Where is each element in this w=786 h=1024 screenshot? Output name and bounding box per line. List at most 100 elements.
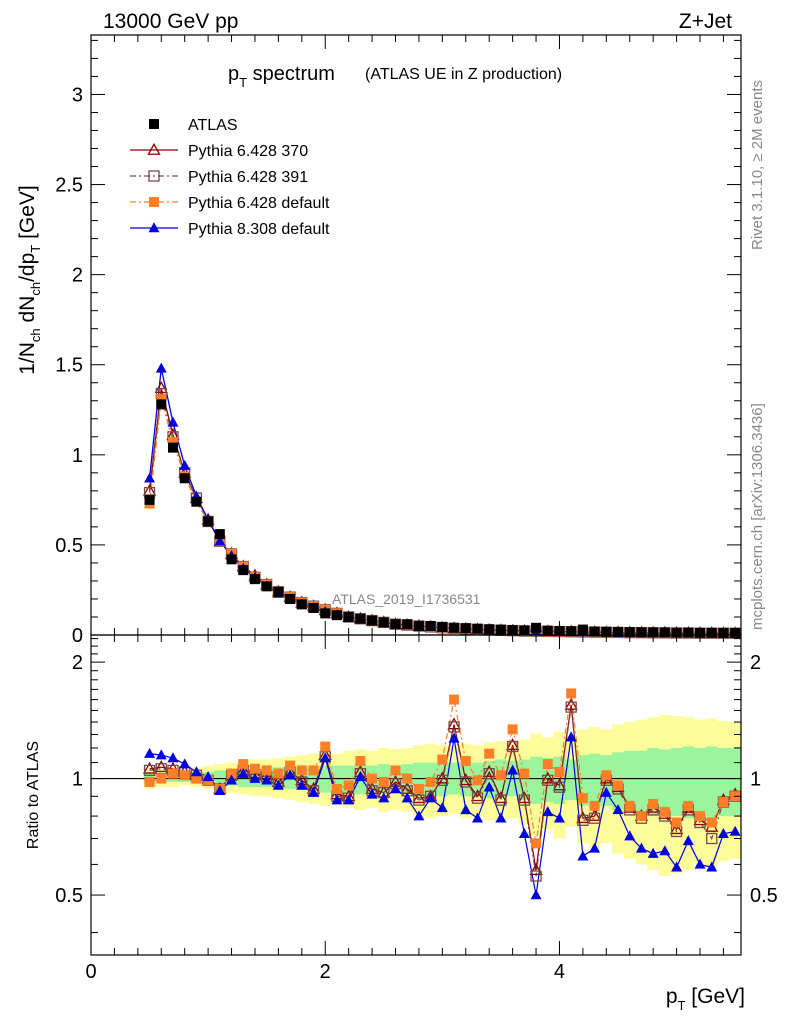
- legend-marker-0: [149, 119, 159, 129]
- ratio-point-s3-45: [671, 817, 682, 828]
- ratio-point-s4-22: [401, 792, 413, 803]
- ratio-point-s4-12: [284, 769, 296, 780]
- atlas-point-40: [613, 626, 624, 637]
- main-point-s3-2: [167, 437, 178, 448]
- ratio-point-s3-21: [390, 765, 401, 776]
- side-label-top: Rivet 3.1.10, ≥ 2M events: [749, 80, 766, 250]
- ratio-point-s4-14: [308, 786, 320, 797]
- header-right: Z+Jet: [679, 10, 732, 33]
- ratio-point-s3-48: [706, 817, 717, 828]
- ratio-point-s1-25: [435, 771, 449, 784]
- atlas-point-30: [495, 624, 506, 635]
- main-point-s4-2: [167, 416, 179, 427]
- atlas-point-38: [589, 626, 600, 637]
- atlas-point-0: [144, 494, 155, 505]
- ratio-point-s3-38: [589, 800, 600, 811]
- ratio-point-s1-28: [470, 789, 485, 802]
- ratio-point-s4-1: [155, 749, 167, 760]
- legend-marker-3: [149, 197, 159, 207]
- ratio-point-s3-37: [577, 793, 588, 804]
- atlas-point-36: [566, 626, 577, 637]
- atlas-point-8: [238, 565, 249, 576]
- ratio-point-s4-21: [390, 783, 402, 794]
- ratio-point-s4-5: [202, 771, 214, 782]
- ratio-point-s4-7: [226, 774, 238, 785]
- main-point-s4-3: [179, 459, 191, 470]
- ratio-point-s3-15: [320, 741, 331, 752]
- atlas-point-17: [343, 611, 354, 622]
- atlas-point-4: [191, 496, 202, 507]
- ratio-point-s4-20: [378, 792, 390, 803]
- atlas-point-32: [519, 625, 530, 636]
- ratio-point-s3-12: [285, 760, 296, 771]
- ratio-point-s1-32: [517, 791, 531, 804]
- ratio-point-s2-30: [495, 794, 507, 806]
- ratio-point-s4-28: [471, 812, 483, 823]
- atlas-point-26: [449, 622, 460, 633]
- ratio-point-s4-45: [671, 861, 683, 872]
- ratio-point-s3-0: [144, 776, 155, 787]
- ratio-point-s4-29: [483, 781, 495, 792]
- ratio-point-s4-33: [530, 889, 542, 900]
- ratio-point-s4-38: [589, 842, 601, 853]
- ratio-point-s3-14: [308, 765, 319, 776]
- atlas-point-13: [296, 599, 307, 610]
- ratio-point-s1-1: [154, 760, 168, 773]
- ratio-point-s1-23: [412, 791, 426, 804]
- ratio-point-s2-33: [530, 870, 542, 882]
- ratio-point-s1-34: [541, 771, 555, 784]
- watermark-label: ATLAS_2019_I1736531: [332, 591, 481, 607]
- chart-title-main: p: [228, 63, 239, 85]
- header-left: 13000 GeV pp: [103, 10, 238, 33]
- legend-marker-2: [148, 170, 160, 182]
- atlas-point-44: [659, 627, 670, 638]
- ratio-point-s2-37: [577, 814, 589, 826]
- ratio-point-s1-27: [459, 773, 473, 786]
- ratio-point-s3-40: [613, 780, 624, 791]
- ratio-point-s3-25: [437, 754, 448, 765]
- ratio-point-s1-37: [576, 811, 590, 824]
- x-axis-label-rest: [GeV]: [685, 985, 745, 1008]
- ratio-point-s1-33: [529, 863, 543, 876]
- ratio-point-s4-32: [518, 828, 530, 839]
- main-ytick-label-2: 1: [72, 445, 83, 467]
- atlas-point-25: [437, 621, 448, 632]
- atlas-point-1: [156, 399, 167, 410]
- ratio-point-s4-49: [717, 828, 729, 839]
- ratio-point-s4-41: [624, 830, 636, 841]
- ratio-point-s3-39: [601, 770, 612, 781]
- legend: ATLAS Pythia 6.428 370 Pythia 6.428 391 Pyt…: [130, 117, 330, 238]
- ratio-point-s3-31: [507, 724, 518, 735]
- ratio-point-s3-30: [495, 770, 506, 781]
- ratio-ytick-label-left-0: 0.5: [55, 885, 83, 907]
- ratio-ytick-label-left-2: 2: [72, 652, 83, 674]
- ratio-point-s3-8: [238, 759, 249, 770]
- ratio-point-s2-0: [143, 764, 156, 777]
- atlas-point-18: [355, 613, 366, 624]
- ratio-point-s4-2: [167, 752, 179, 763]
- main-point-s4-0: [144, 472, 156, 483]
- ratio-point-s2-36: [565, 701, 577, 713]
- x-axis-label: pT [GeV]: [666, 985, 745, 1013]
- x-axis-label-main: p: [666, 985, 678, 1008]
- ratio-point-s3-18: [355, 756, 366, 767]
- atlas-point-19: [367, 615, 378, 626]
- atlas-point-21: [390, 619, 401, 630]
- x-tick-label-0: 0: [85, 961, 96, 983]
- ratio-point-s2-25: [436, 774, 449, 786]
- ratio-point-s3-41: [624, 800, 635, 811]
- ratio-point-s3-20: [378, 776, 389, 787]
- ratio-point-s3-26: [449, 694, 460, 705]
- ratio-point-s1-36: [564, 697, 578, 710]
- atlas-point-24: [425, 620, 436, 631]
- ratio-point-s3-33: [531, 838, 542, 849]
- ratio-point-s1-31: [506, 738, 520, 751]
- ratio-point-s3-29: [484, 748, 495, 759]
- ratio-point-s1-35: [552, 778, 567, 791]
- ratio-point-s3-36: [566, 688, 577, 699]
- ratio-point-s4-23: [413, 810, 425, 821]
- x-tick-label-1: 2: [320, 961, 331, 983]
- ratio-point-s2-23: [413, 794, 425, 806]
- ratio-point-s4-19: [366, 788, 378, 799]
